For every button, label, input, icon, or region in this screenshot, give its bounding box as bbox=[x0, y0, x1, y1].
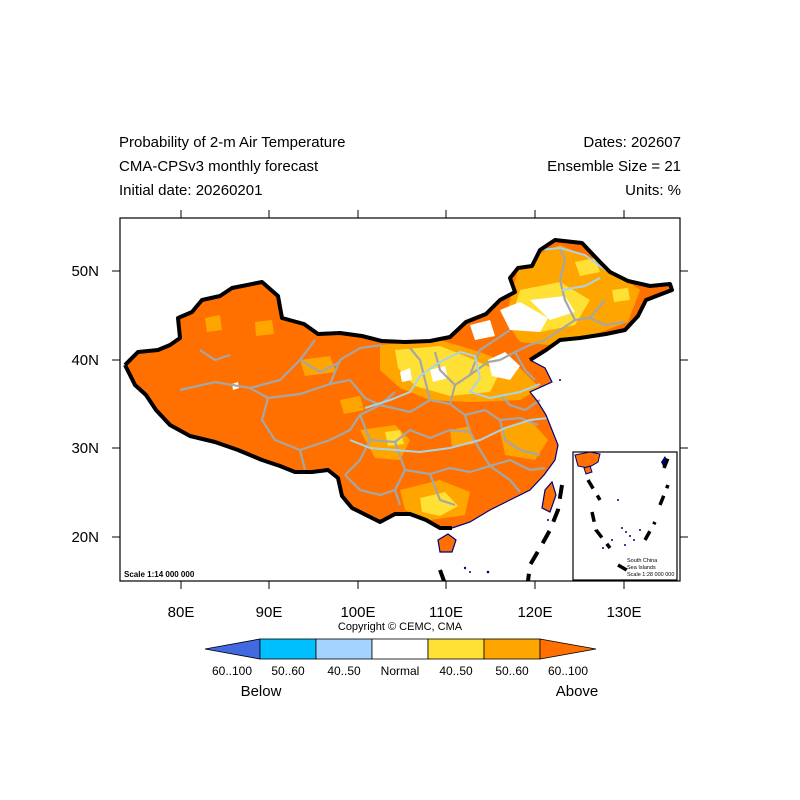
inset-title-1: South China bbox=[627, 558, 658, 564]
legend-below-label: Below bbox=[241, 683, 282, 700]
coastline bbox=[451, 359, 559, 529]
lon-label-90e: 90E bbox=[256, 604, 283, 621]
lat-label-30n: 30N bbox=[71, 440, 99, 457]
sea-boundary-dashes bbox=[438, 484, 564, 581]
inset-south-china-sea: South China Sea Islands Scale 1:28 000 0… bbox=[572, 451, 678, 581]
patches-normal bbox=[232, 296, 575, 390]
colorbar-label-6: 50..60 bbox=[495, 664, 529, 678]
colorbar-above-60-100 bbox=[539, 638, 597, 660]
colorbar-normal bbox=[371, 638, 429, 660]
inset-scale: Scale 1:28 000 000 bbox=[627, 572, 674, 578]
map-frame bbox=[119, 217, 681, 582]
colorbar bbox=[204, 638, 597, 660]
lon-label-120e: 120E bbox=[517, 604, 552, 621]
colorbar-label-1: 60..100 bbox=[212, 664, 252, 678]
colorbar-below-60-100 bbox=[204, 638, 261, 660]
probability-patches bbox=[205, 245, 640, 520]
lon-label-100e: 100E bbox=[340, 604, 375, 621]
copyright-label: Copyright © CEMC, CMA bbox=[338, 621, 463, 633]
legend-above-label: Above bbox=[556, 683, 599, 700]
title-line-2: CMA-CPSv3 monthly forecast bbox=[119, 158, 319, 175]
small-islands bbox=[463, 379, 561, 574]
lon-label-130e: 130E bbox=[606, 604, 641, 621]
lon-label-80e: 80E bbox=[168, 604, 195, 621]
taiwan-island bbox=[541, 480, 557, 513]
coastal-features bbox=[437, 359, 561, 574]
dates-label: Dates: 202607 bbox=[583, 134, 681, 151]
lat-label-50n: 50N bbox=[71, 263, 99, 280]
colorbar-label-5: 40..50 bbox=[439, 664, 473, 678]
lat-label-40n: 40N bbox=[71, 352, 99, 369]
colorbar-label-2: 50..60 bbox=[271, 664, 305, 678]
lat-tick-labels: 50N 40N 30N 20N bbox=[71, 263, 99, 546]
rivers bbox=[349, 246, 613, 454]
colorbar-label-3: 40..50 bbox=[327, 664, 361, 678]
hainan-island bbox=[437, 533, 457, 553]
map-scale-label: Scale 1:14 000 000 bbox=[124, 570, 195, 579]
colorbar-label-7: 60..100 bbox=[548, 664, 588, 678]
lat-label-20n: 20N bbox=[71, 529, 99, 546]
lon-label-110e: 110E bbox=[429, 604, 463, 621]
axis-ticks bbox=[112, 210, 688, 589]
ensemble-size-label: Ensemble Size = 21 bbox=[547, 158, 681, 175]
map-area: South China Sea Islands Scale 1:28 000 0… bbox=[123, 238, 678, 581]
colorbar-above-40-50 bbox=[427, 638, 485, 660]
province-boundaries bbox=[179, 247, 626, 507]
colorbar-label-4: Normal bbox=[381, 664, 420, 678]
colorbar-below-50-60 bbox=[259, 638, 317, 660]
colorbar-above-50-60 bbox=[483, 638, 541, 660]
inset-title-2: Sea Islands bbox=[627, 565, 656, 571]
units-label: Units: % bbox=[625, 182, 681, 199]
colorbar-below-40-50 bbox=[315, 638, 373, 660]
lon-tick-labels: 80E 90E 100E 110E 120E 130E bbox=[168, 604, 642, 621]
title-line-3: Initial date: 20260201 bbox=[119, 182, 263, 199]
colorbar-labels: 60..100 50..60 40..50 Normal 40..50 50..… bbox=[212, 664, 588, 678]
national-border bbox=[123, 238, 674, 530]
title-line-1: Probability of 2-m Air Temperature bbox=[119, 134, 346, 151]
